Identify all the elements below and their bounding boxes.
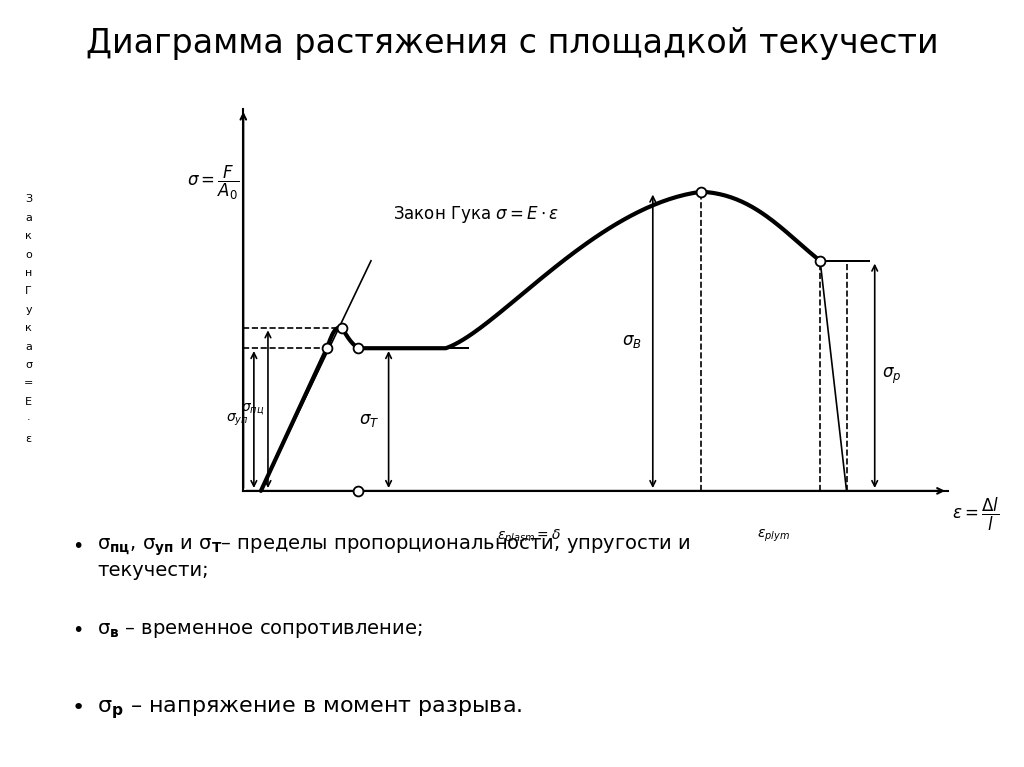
Text: ·: · <box>27 415 31 426</box>
Text: σ$_{\mathbf{пц}}$, σ$_{\mathbf{уп}}$ и σ$_{\mathbf{Т}}$– пределы пропорционально: σ$_{\mathbf{пц}}$, σ$_{\mathbf{уп}}$ и σ… <box>97 537 690 581</box>
Point <box>349 485 366 497</box>
Text: σ$_{\mathbf{в}}$ – временное сопротивление;: σ$_{\mathbf{в}}$ – временное сопротивлен… <box>97 621 423 640</box>
Text: $\sigma_p$: $\sigma_p$ <box>882 366 901 386</box>
Text: $\varepsilon = \dfrac{\Delta l}{l}$: $\varepsilon = \dfrac{\Delta l}{l}$ <box>952 495 999 533</box>
Point <box>693 186 710 198</box>
Text: •: • <box>72 621 83 640</box>
Text: σ: σ <box>26 360 32 370</box>
Text: Диаграмма растяжения с площадкой текучести: Диаграмма растяжения с площадкой текучес… <box>86 27 938 60</box>
Text: $\sigma_B$: $\sigma_B$ <box>623 332 642 351</box>
Text: к: к <box>26 231 32 242</box>
Text: E: E <box>26 397 32 407</box>
Text: у: у <box>26 304 32 315</box>
Point <box>349 342 366 354</box>
Text: к: к <box>26 323 32 334</box>
Text: Закон Гука $\sigma = E \cdot \varepsilon$: Закон Гука $\sigma = E \cdot \varepsilon… <box>393 204 559 225</box>
Text: $\sigma_{пц}$: $\sigma_{пц}$ <box>242 401 264 417</box>
Text: а: а <box>26 341 32 352</box>
Text: $\varepsilon_{plym}$: $\varepsilon_{plym}$ <box>758 528 791 544</box>
Text: $\sigma_T$: $\sigma_T$ <box>359 410 380 429</box>
Text: •: • <box>72 537 83 556</box>
Text: о: о <box>26 249 32 260</box>
Text: н: н <box>25 268 33 278</box>
Point <box>318 342 335 354</box>
Text: •: • <box>72 698 85 718</box>
Text: ε: ε <box>26 433 32 444</box>
Text: $\sigma = \dfrac{F}{A_0}$: $\sigma = \dfrac{F}{A_0}$ <box>186 163 239 202</box>
Point <box>334 321 350 334</box>
Text: σ$_{\mathbf{p}}$ – напряжение в момент разрыва.: σ$_{\mathbf{p}}$ – напряжение в момент р… <box>97 698 522 721</box>
Text: $\sigma_{уп}$: $\sigma_{уп}$ <box>226 411 249 428</box>
Text: а: а <box>26 212 32 223</box>
Text: =: = <box>24 378 34 389</box>
Point <box>812 255 828 267</box>
Text: З: З <box>26 194 32 205</box>
Text: $\varepsilon_{plasm} = \delta$: $\varepsilon_{plasm} = \delta$ <box>498 528 561 546</box>
Text: Г: Г <box>26 286 32 297</box>
